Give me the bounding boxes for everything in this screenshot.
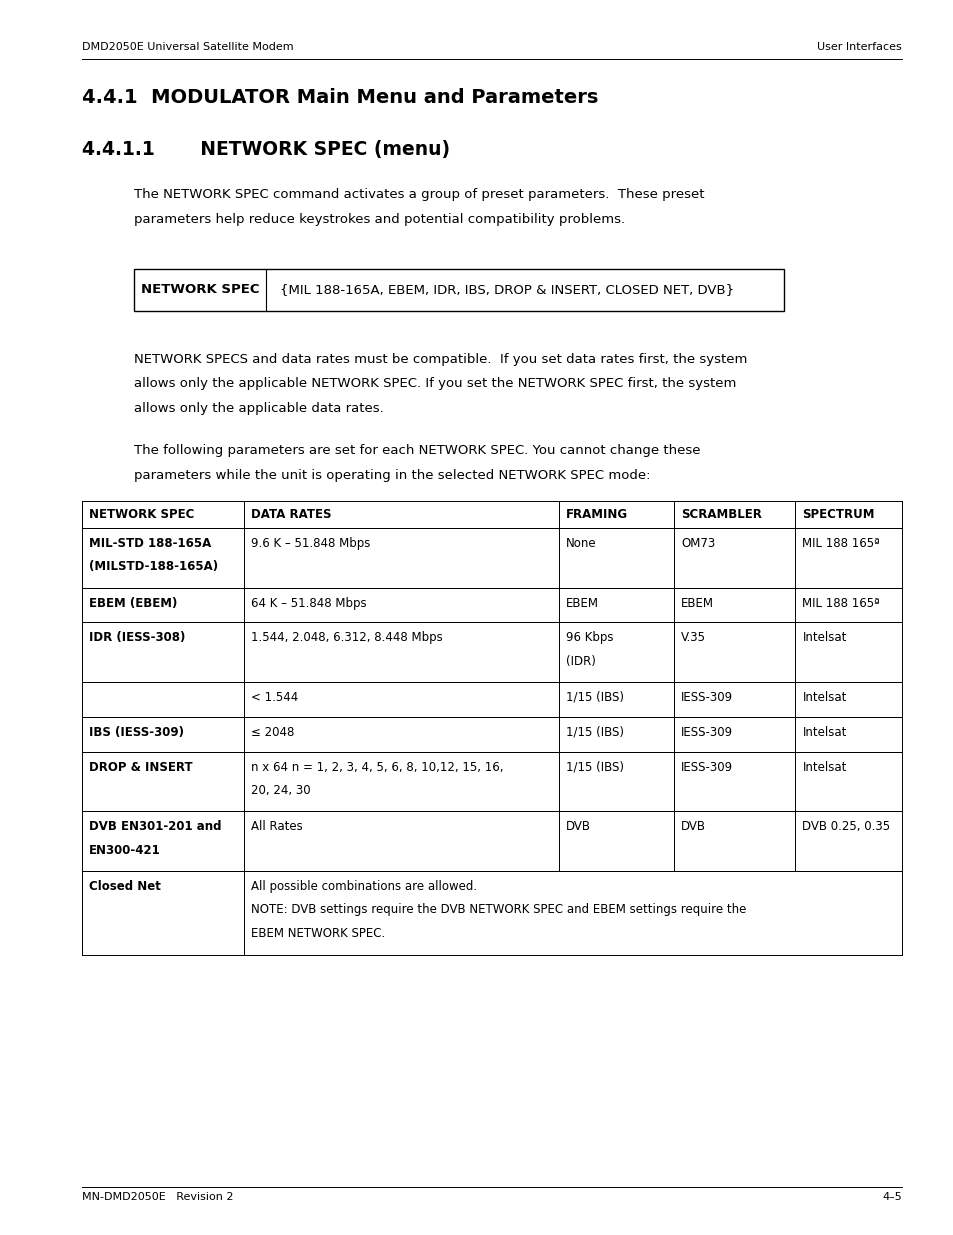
Text: NOTE: DVB settings require the DVB NETWORK SPEC and EBEM settings require the: NOTE: DVB settings require the DVB NETWO…: [251, 903, 746, 916]
Text: EBEM (EBEM): EBEM (EBEM): [89, 597, 177, 610]
Text: IBS (IESS-309): IBS (IESS-309): [89, 726, 184, 739]
Text: The NETWORK SPEC command activates a group of preset parameters.  These preset: The NETWORK SPEC command activates a gro…: [133, 188, 703, 201]
Text: allows only the applicable data rates.: allows only the applicable data rates.: [133, 403, 383, 415]
Text: SCRAMBLER: SCRAMBLER: [680, 509, 761, 521]
Text: None: None: [566, 537, 597, 550]
Text: parameters while the unit is operating in the selected NETWORK SPEC mode:: parameters while the unit is operating i…: [133, 469, 650, 482]
Text: Intelsat: Intelsat: [801, 761, 846, 773]
Text: EBEM: EBEM: [566, 597, 598, 610]
Text: OM73: OM73: [680, 537, 715, 550]
Text: All Rates: All Rates: [251, 820, 303, 834]
Text: (IDR): (IDR): [566, 655, 596, 668]
Text: DATA RATES: DATA RATES: [251, 509, 332, 521]
Text: 96 Kbps: 96 Kbps: [566, 631, 613, 645]
Text: 9.6 K – 51.848 Mbps: 9.6 K – 51.848 Mbps: [251, 537, 371, 550]
Text: < 1.544: < 1.544: [251, 692, 298, 704]
Text: {MIL 188-165A, EBEM, IDR, IBS, DROP & INSERT, CLOSED NET, DVB}: {MIL 188-165A, EBEM, IDR, IBS, DROP & IN…: [280, 284, 734, 296]
Text: (MILSTD-188-165A): (MILSTD-188-165A): [89, 561, 218, 573]
Bar: [133, 269, 783, 311]
Text: EBEM: EBEM: [680, 597, 713, 610]
Text: IDR (IESS-308): IDR (IESS-308): [89, 631, 185, 645]
Text: Closed Net: Closed Net: [89, 879, 161, 893]
Text: 1.544, 2.048, 6.312, 8.448 Mbps: 1.544, 2.048, 6.312, 8.448 Mbps: [251, 631, 442, 645]
Text: EBEM NETWORK SPEC.: EBEM NETWORK SPEC.: [251, 926, 385, 940]
Text: SPECTRUM: SPECTRUM: [801, 509, 874, 521]
Text: NETWORK SPEC: NETWORK SPEC: [141, 284, 259, 296]
Text: DVB EN301-201 and: DVB EN301-201 and: [89, 820, 221, 834]
Text: 4.4.1  MODULATOR Main Menu and Parameters: 4.4.1 MODULATOR Main Menu and Parameters: [82, 88, 598, 107]
Text: NETWORK SPECS and data rates must be compatible.  If you set data rates first, t: NETWORK SPECS and data rates must be com…: [133, 353, 746, 366]
Text: MIL 188 165ª: MIL 188 165ª: [801, 597, 879, 610]
Text: NETWORK SPEC: NETWORK SPEC: [89, 509, 194, 521]
Text: ≤ 2048: ≤ 2048: [251, 726, 294, 739]
Text: 1/15 (IBS): 1/15 (IBS): [566, 726, 623, 739]
Text: All possible combinations are allowed.: All possible combinations are allowed.: [251, 879, 477, 893]
Text: EN300-421: EN300-421: [89, 844, 161, 857]
Text: 1/15 (IBS): 1/15 (IBS): [566, 692, 623, 704]
Text: 64 K – 51.848 Mbps: 64 K – 51.848 Mbps: [251, 597, 367, 610]
Text: 1/15 (IBS): 1/15 (IBS): [566, 761, 623, 773]
Text: The following parameters are set for each NETWORK SPEC. You cannot change these: The following parameters are set for eac…: [133, 445, 700, 457]
Text: DVB: DVB: [680, 820, 705, 834]
Text: FRAMING: FRAMING: [566, 509, 628, 521]
Text: DVB 0.25, 0.35: DVB 0.25, 0.35: [801, 820, 889, 834]
Text: IESS-309: IESS-309: [680, 692, 733, 704]
Text: 4.4.1.1       NETWORK SPEC (menu): 4.4.1.1 NETWORK SPEC (menu): [82, 140, 450, 159]
Text: Intelsat: Intelsat: [801, 692, 846, 704]
Text: V.35: V.35: [680, 631, 705, 645]
Text: IESS-309: IESS-309: [680, 761, 733, 773]
Text: DROP & INSERT: DROP & INSERT: [89, 761, 193, 773]
Text: n x 64 n = 1, 2, 3, 4, 5, 6, 8, 10,12, 15, 16,: n x 64 n = 1, 2, 3, 4, 5, 6, 8, 10,12, 1…: [251, 761, 503, 773]
Text: DMD2050E Universal Satellite Modem: DMD2050E Universal Satellite Modem: [82, 42, 294, 52]
Text: DVB: DVB: [566, 820, 591, 834]
Text: Intelsat: Intelsat: [801, 631, 846, 645]
Text: MN-DMD2050E   Revision 2: MN-DMD2050E Revision 2: [82, 1192, 233, 1202]
Text: allows only the applicable NETWORK SPEC. If you set the NETWORK SPEC first, the : allows only the applicable NETWORK SPEC.…: [133, 378, 736, 390]
Text: MIL-STD 188-165A: MIL-STD 188-165A: [89, 537, 211, 550]
Text: User Interfaces: User Interfaces: [817, 42, 901, 52]
Text: Intelsat: Intelsat: [801, 726, 846, 739]
Text: IESS-309: IESS-309: [680, 726, 733, 739]
Text: 4–5: 4–5: [882, 1192, 901, 1202]
Text: 20, 24, 30: 20, 24, 30: [251, 784, 311, 797]
Text: parameters help reduce keystrokes and potential compatibility problems.: parameters help reduce keystrokes and po…: [133, 212, 624, 226]
Text: MIL 188 165ª: MIL 188 165ª: [801, 537, 879, 550]
